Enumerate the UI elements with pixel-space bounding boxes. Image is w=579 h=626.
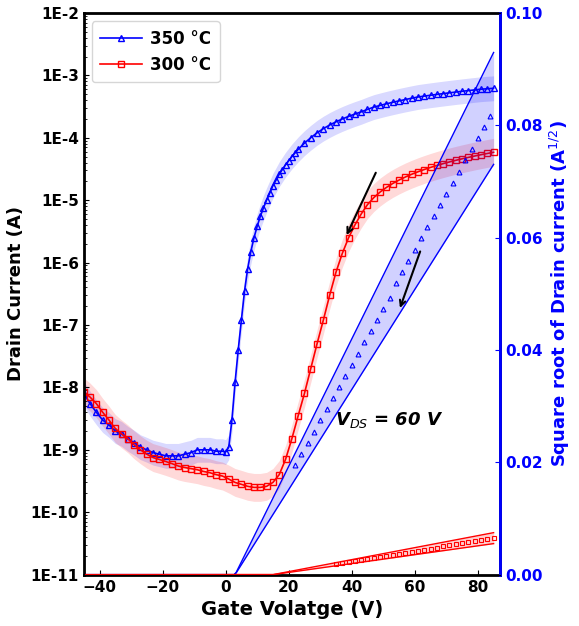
300 °C xyxy=(465,153,472,161)
300 °C xyxy=(206,469,213,476)
350 °C xyxy=(232,379,239,386)
350 °C xyxy=(257,213,264,220)
300 °C xyxy=(112,424,119,432)
Line: 350 °C: 350 °C xyxy=(80,85,497,459)
Legend: 350 °C, 300 °C: 350 °C, 300 °C xyxy=(92,21,220,82)
300 °C xyxy=(408,170,415,178)
350 °C xyxy=(490,85,497,92)
300 °C xyxy=(263,483,270,490)
350 °C xyxy=(168,452,175,459)
X-axis label: Gate Volatge (V): Gate Volatge (V) xyxy=(201,600,383,619)
300 °C xyxy=(80,388,87,396)
350 °C xyxy=(358,108,365,116)
Y-axis label: Drain Current (A): Drain Current (A) xyxy=(7,207,25,381)
350 °C xyxy=(80,390,87,398)
350 °C xyxy=(112,428,119,435)
350 °C xyxy=(276,170,283,178)
Line: 300 °C: 300 °C xyxy=(80,149,497,491)
Y-axis label: Square root of Drain current (A$^{1/2}$): Square root of Drain current (A$^{1/2}$) xyxy=(548,120,572,467)
Text: V$_{DS}$ = 60 V: V$_{DS}$ = 60 V xyxy=(335,410,444,430)
300 °C xyxy=(490,148,497,156)
300 °C xyxy=(251,484,258,491)
350 °C xyxy=(162,452,169,459)
300 °C xyxy=(181,464,188,471)
